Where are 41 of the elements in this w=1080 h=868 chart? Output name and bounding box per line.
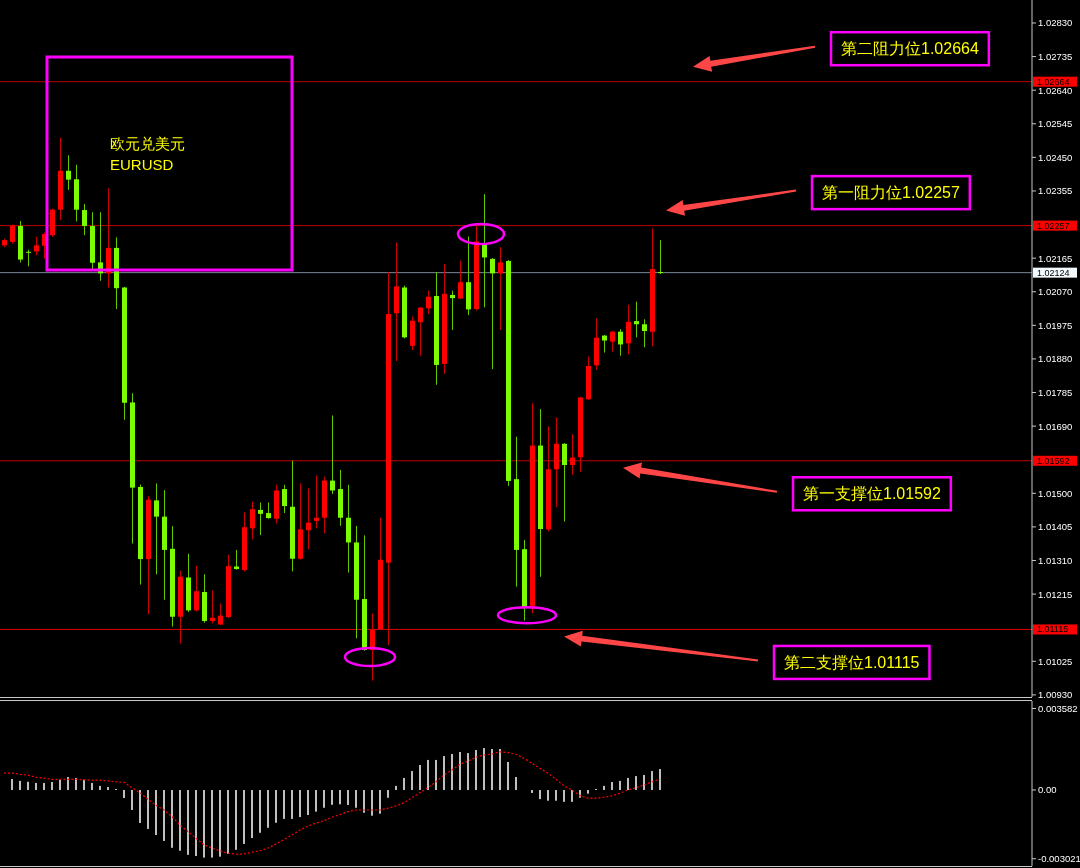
annotation: 第二支撑位1.01115 xyxy=(784,653,920,671)
ref-line-label: 1.01115 xyxy=(1037,624,1069,635)
y-tick-label: 1.01500 xyxy=(1038,487,1073,499)
y-tick-label: 1.02165 xyxy=(1038,252,1073,264)
y-tick-label: 1.02070 xyxy=(1038,286,1073,298)
y-tick-label: 1.02545 xyxy=(1038,118,1073,130)
y-tick-label: 1.01880 xyxy=(1038,353,1073,365)
annotation: 第一阻力位1.02257 xyxy=(666,174,972,216)
y-tick-label: 1.01975 xyxy=(1038,319,1073,331)
price-tag: 1.01115 xyxy=(1033,624,1077,635)
price-tag: 1.02257 xyxy=(1033,220,1077,231)
y-tick-label: 1.00930 xyxy=(1038,689,1073,701)
y-tick-label: 0.003582 xyxy=(1038,702,1078,714)
ref-line-label: 1.01592 xyxy=(1037,455,1070,466)
annotation: 第一支撑位1.01592 xyxy=(803,485,941,503)
y-tick-label: -0.003021 xyxy=(1038,853,1080,865)
ref-line-label: 1.02124 xyxy=(1037,267,1070,278)
y-tick-label: 1.01690 xyxy=(1038,420,1073,432)
price-tag: 1.02124 xyxy=(1033,267,1077,278)
price-tag: 1.02664 xyxy=(1033,76,1077,87)
price-tag: 1.01592 xyxy=(1033,455,1077,466)
y-tick-label: 1.02640 xyxy=(1038,84,1073,96)
y-tick-label: 1.01025 xyxy=(1038,655,1073,667)
y-tick-label: 1.02735 xyxy=(1038,51,1073,63)
y-tick-label: 1.01215 xyxy=(1038,588,1073,600)
annotation: 第一阻力位1.02257 xyxy=(822,184,960,202)
annotation: 欧元兑美元 xyxy=(110,134,185,152)
ref-line-label: 1.02257 xyxy=(1037,220,1070,231)
annotation: 第二阻力位1.02664 xyxy=(693,30,991,72)
annotation: 第一支撑位1.01592 xyxy=(623,462,953,512)
y-tick-label: 1.01310 xyxy=(1038,555,1073,566)
annotation: 第二支撑位1.01115 xyxy=(564,630,931,681)
y-tick-label: 1.02355 xyxy=(1038,185,1073,197)
y-tick-label: 1.01405 xyxy=(1038,521,1073,533)
y-tick-label: 1.02450 xyxy=(1038,151,1073,163)
y-tick-label: 1.02830 xyxy=(1038,17,1073,29)
annotation: EURUSD xyxy=(110,155,174,173)
ref-line-label: 1.02664 xyxy=(1037,76,1070,87)
y-tick-label: 1.01785 xyxy=(1038,387,1073,399)
y-tick-label: 0.00 xyxy=(1038,784,1057,796)
annotation: 第二阻力位1.02664 xyxy=(841,40,979,58)
